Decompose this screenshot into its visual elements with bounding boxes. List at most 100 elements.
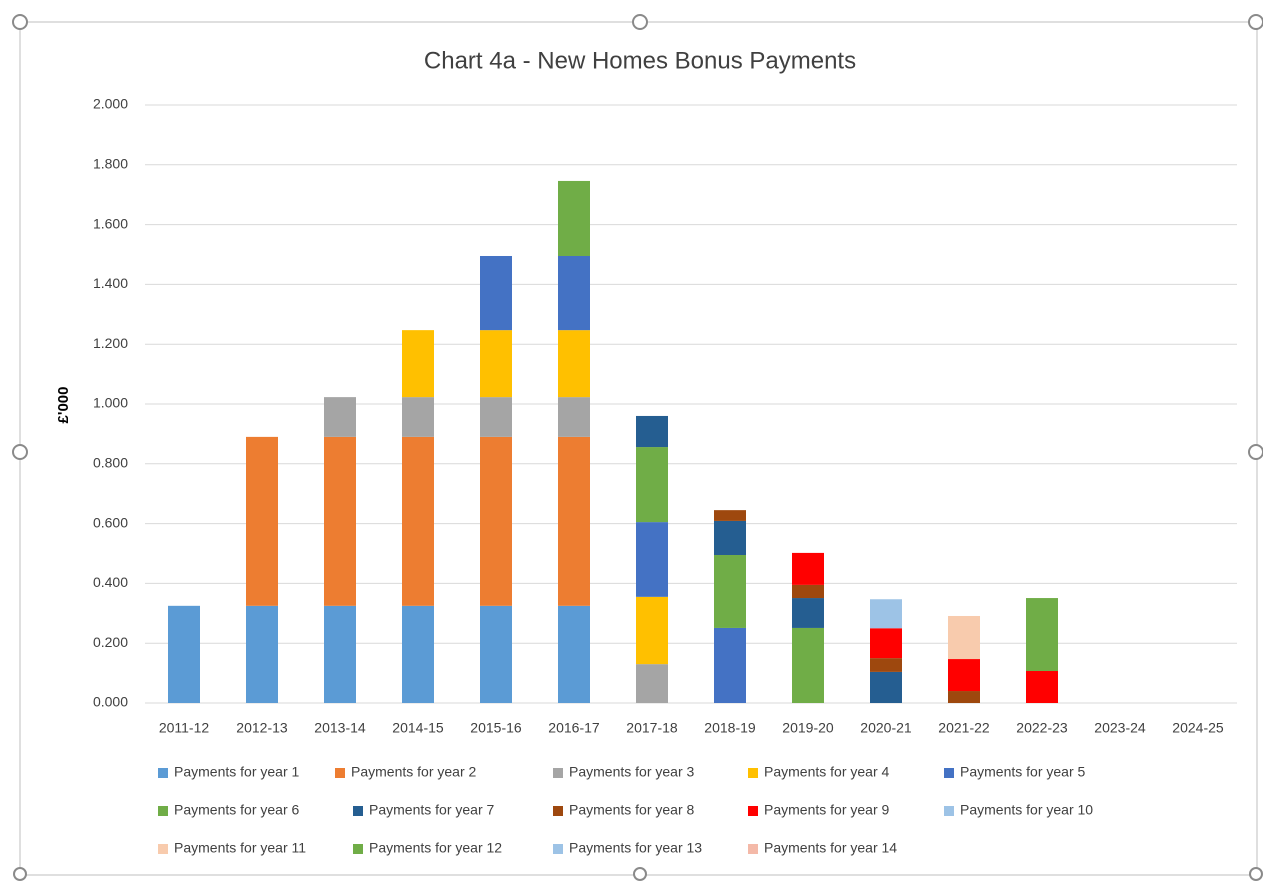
legend-label: Payments for year 11: [174, 840, 306, 856]
y-tick-label: 1.400: [93, 275, 128, 291]
legend-label: Payments for year 3: [569, 764, 694, 780]
legend-label: Payments for year 13: [569, 840, 702, 856]
bar-segment: [948, 691, 980, 703]
bar-segment: [1026, 671, 1058, 703]
bar-segment: [948, 615, 980, 660]
bar-segment: [714, 554, 746, 628]
legend-swatch: [748, 844, 758, 854]
bar-segment: [636, 447, 668, 523]
y-tick-label: 1.000: [93, 395, 128, 411]
legend-swatch: [553, 844, 563, 854]
resize-handle[interactable]: [1248, 14, 1263, 30]
resize-handle[interactable]: [12, 14, 28, 30]
y-tick-label: 0.800: [93, 455, 128, 471]
legend-label: Payments for year 6: [174, 802, 299, 818]
bar-segment: [714, 520, 746, 555]
y-axis-label: £'000: [55, 387, 72, 424]
legend-label: Payments for year 5: [960, 764, 1085, 780]
bar-segment: [480, 397, 512, 437]
resize-handle[interactable]: [633, 867, 647, 881]
resize-handle[interactable]: [12, 444, 28, 460]
legend-label: Payments for year 9: [764, 802, 889, 818]
legend-label: Payments for year 8: [569, 802, 694, 818]
bar-segment: [168, 605, 200, 703]
y-tick-label: 0.600: [93, 514, 128, 530]
x-tick-label: 2014-15: [392, 720, 444, 736]
x-tick-label: 2020-21: [860, 720, 912, 736]
legend-swatch: [158, 844, 168, 854]
bar-segment: [792, 552, 824, 585]
y-tick-label: 1.200: [93, 335, 128, 351]
legend-swatch: [158, 768, 168, 778]
bar-segment: [402, 397, 434, 437]
bar-segment: [480, 605, 512, 703]
y-tick-label: 0.000: [93, 694, 128, 710]
resize-handle[interactable]: [1249, 867, 1263, 881]
bar-segment: [558, 255, 590, 331]
y-tick-label: 1.800: [93, 156, 128, 172]
legend-label: Payments for year 10: [960, 802, 1093, 818]
x-tick-label: 2012-13: [236, 720, 288, 736]
legend-swatch: [748, 806, 758, 816]
bar-segment: [558, 605, 590, 703]
bar-segment: [246, 605, 278, 703]
bar-segment: [714, 510, 746, 521]
x-tick-label: 2022-23: [1016, 720, 1068, 736]
x-tick-label: 2013-14: [314, 720, 366, 736]
bar-segment: [1026, 598, 1058, 672]
legend-swatch: [944, 806, 954, 816]
legend-label: Payments for year 4: [764, 764, 889, 780]
bar-segment: [402, 436, 434, 606]
bar-segment: [636, 415, 668, 448]
bar-segment: [402, 605, 434, 703]
bar-segment: [714, 627, 746, 703]
legend-swatch: [335, 768, 345, 778]
x-tick-label: 2011-12: [159, 720, 210, 736]
bar-segment: [792, 598, 824, 628]
bar-segment: [324, 605, 356, 703]
bar-segment: [480, 255, 512, 331]
legend-swatch: [553, 806, 563, 816]
bar-segment: [246, 436, 278, 606]
resize-handle[interactable]: [1248, 444, 1263, 460]
legend-label: Payments for year 12: [369, 840, 502, 856]
x-tick-label: 2016-17: [548, 720, 600, 736]
resize-handle[interactable]: [13, 867, 27, 881]
y-tick-label: 1.600: [93, 215, 128, 231]
bar-segment: [870, 599, 902, 629]
bar-segment: [402, 330, 434, 398]
bar-segment: [870, 628, 902, 659]
x-tick-label: 2018-19: [704, 720, 756, 736]
legend-swatch: [553, 768, 563, 778]
bar-segment: [792, 627, 824, 703]
legend-label: Payments for year 2: [351, 764, 476, 780]
bar-segment: [480, 436, 512, 606]
bar-segment: [558, 180, 590, 256]
bar-segment: [558, 330, 590, 398]
legend-label: Payments for year 1: [174, 764, 299, 780]
bar-segment: [870, 671, 902, 703]
y-tick-label: 0.200: [93, 634, 128, 650]
x-tick-label: 2015-16: [470, 720, 522, 736]
resize-handle[interactable]: [632, 14, 648, 30]
x-tick-label: 2024-25: [1172, 720, 1224, 736]
legend-swatch: [748, 768, 758, 778]
legend-swatch: [353, 844, 363, 854]
bar-segment: [324, 436, 356, 606]
x-tick-label: 2019-20: [782, 720, 834, 736]
bar-segment: [792, 584, 824, 599]
bar-segment: [636, 522, 668, 597]
legend-swatch: [944, 768, 954, 778]
y-tick-label: 2.000: [93, 96, 128, 112]
x-tick-label: 2021-22: [938, 720, 990, 736]
x-tick-label: 2017-18: [626, 720, 678, 736]
legend-swatch: [158, 806, 168, 816]
legend-label: Payments for year 14: [764, 840, 897, 856]
chart-title: Chart 4a - New Homes Bonus Payments: [424, 47, 856, 74]
bar-segment: [480, 330, 512, 398]
bar-segment: [636, 664, 668, 703]
legend-swatch: [353, 806, 363, 816]
bar-segment: [948, 659, 980, 692]
y-tick-label: 0.400: [93, 574, 128, 590]
